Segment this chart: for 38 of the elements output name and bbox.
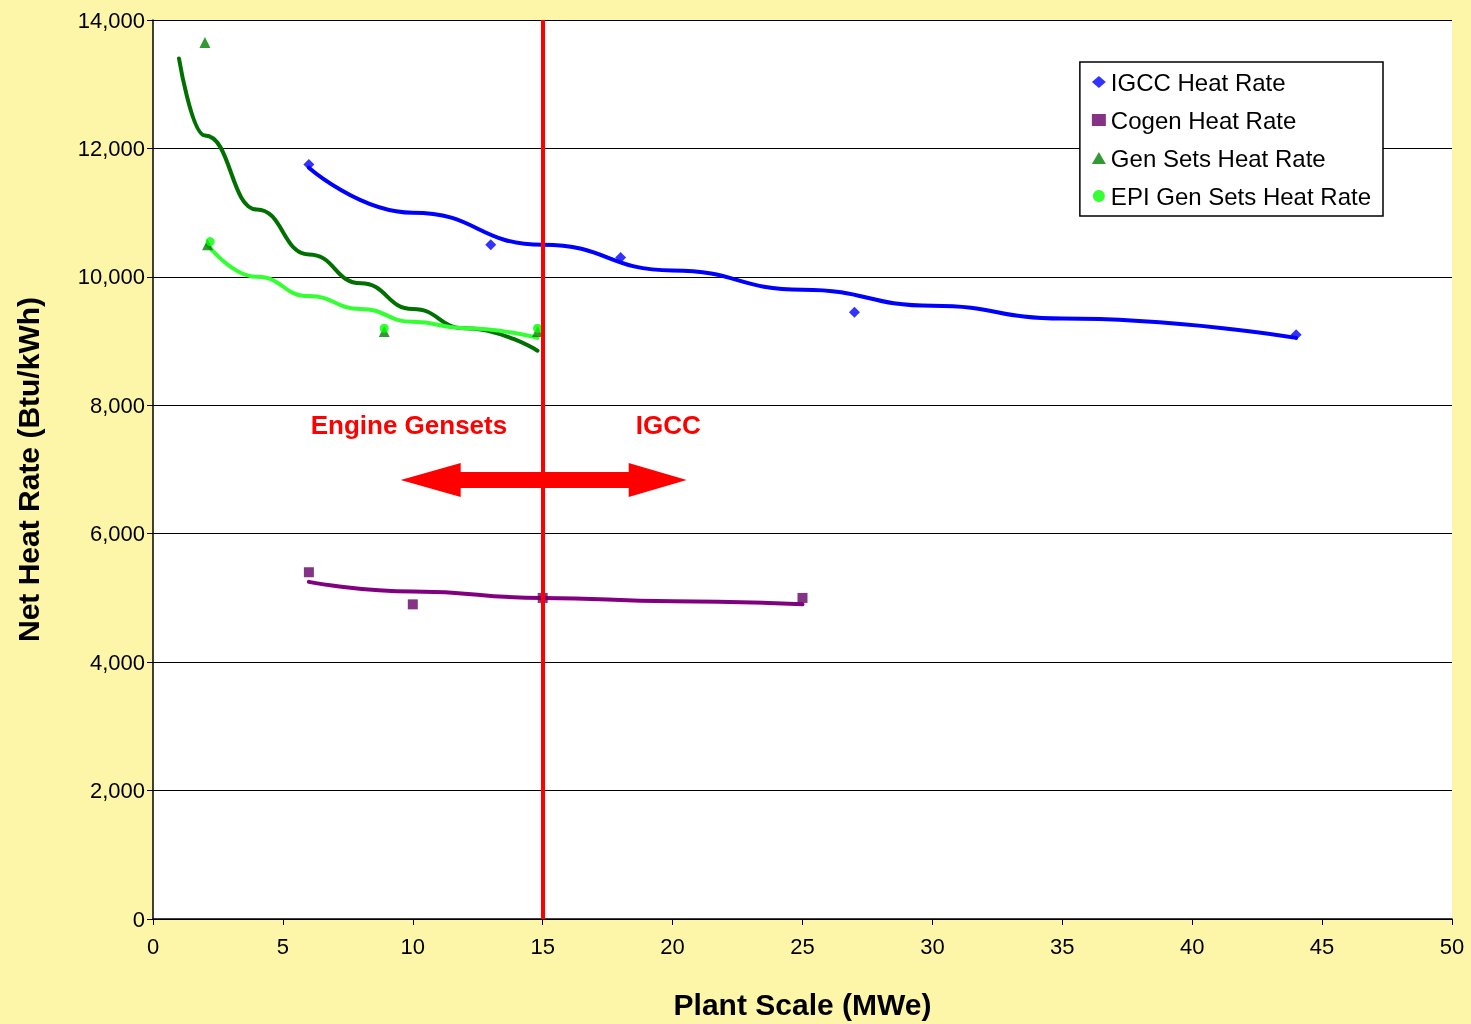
point [205, 237, 215, 247]
annotation: Engine Gensets [310, 410, 508, 440]
x-tick-label: 40 [1179, 933, 1205, 959]
point [485, 239, 497, 251]
y-tick-label: 8,000 [89, 392, 145, 418]
y-tick-label: 14,000 [77, 7, 145, 33]
x-tick-label: 35 [1050, 933, 1075, 959]
point [303, 158, 315, 170]
legend-label: IGCC Heat Rate [1110, 68, 1286, 96]
point [199, 36, 211, 48]
x-tick-label: 15 [530, 933, 555, 959]
x-tick-label: 50 [1439, 933, 1465, 959]
legend-label: Gen Sets Heat Rate [1110, 144, 1326, 172]
x-tick-label: 30 [920, 933, 945, 959]
point [379, 323, 389, 333]
point [797, 592, 808, 603]
line-series [176, 56, 540, 353]
y-tick-label: 12,000 [77, 135, 145, 161]
y-tick-label: 4,000 [89, 649, 145, 675]
point [407, 599, 418, 610]
x-tick-label: 10 [400, 933, 426, 959]
x-tick-label: 25 [790, 933, 815, 959]
point [303, 567, 314, 578]
x-axis-title: Plant Scale (MWe) [673, 987, 932, 1021]
y-tick-label: 2,000 [89, 778, 145, 804]
y-tick-label: 10,000 [77, 264, 145, 290]
y-tick-label: 6,000 [89, 521, 145, 547]
y-axis-title: Net Heat Rate (Btu/kWh) [11, 296, 45, 643]
point [533, 323, 542, 333]
legend-label: Cogen Heat Rate [1110, 106, 1297, 134]
x-tick-label: 45 [1309, 933, 1335, 959]
annotation: IGCC [635, 410, 701, 440]
x-tick-label: 5 [276, 933, 290, 959]
x-tick-label: 20 [660, 933, 685, 959]
point [1290, 329, 1302, 341]
point [848, 306, 860, 318]
legend-label: EPI Gen Sets Heat Rate [1110, 182, 1372, 210]
y-tick-label: 0 [132, 906, 145, 932]
